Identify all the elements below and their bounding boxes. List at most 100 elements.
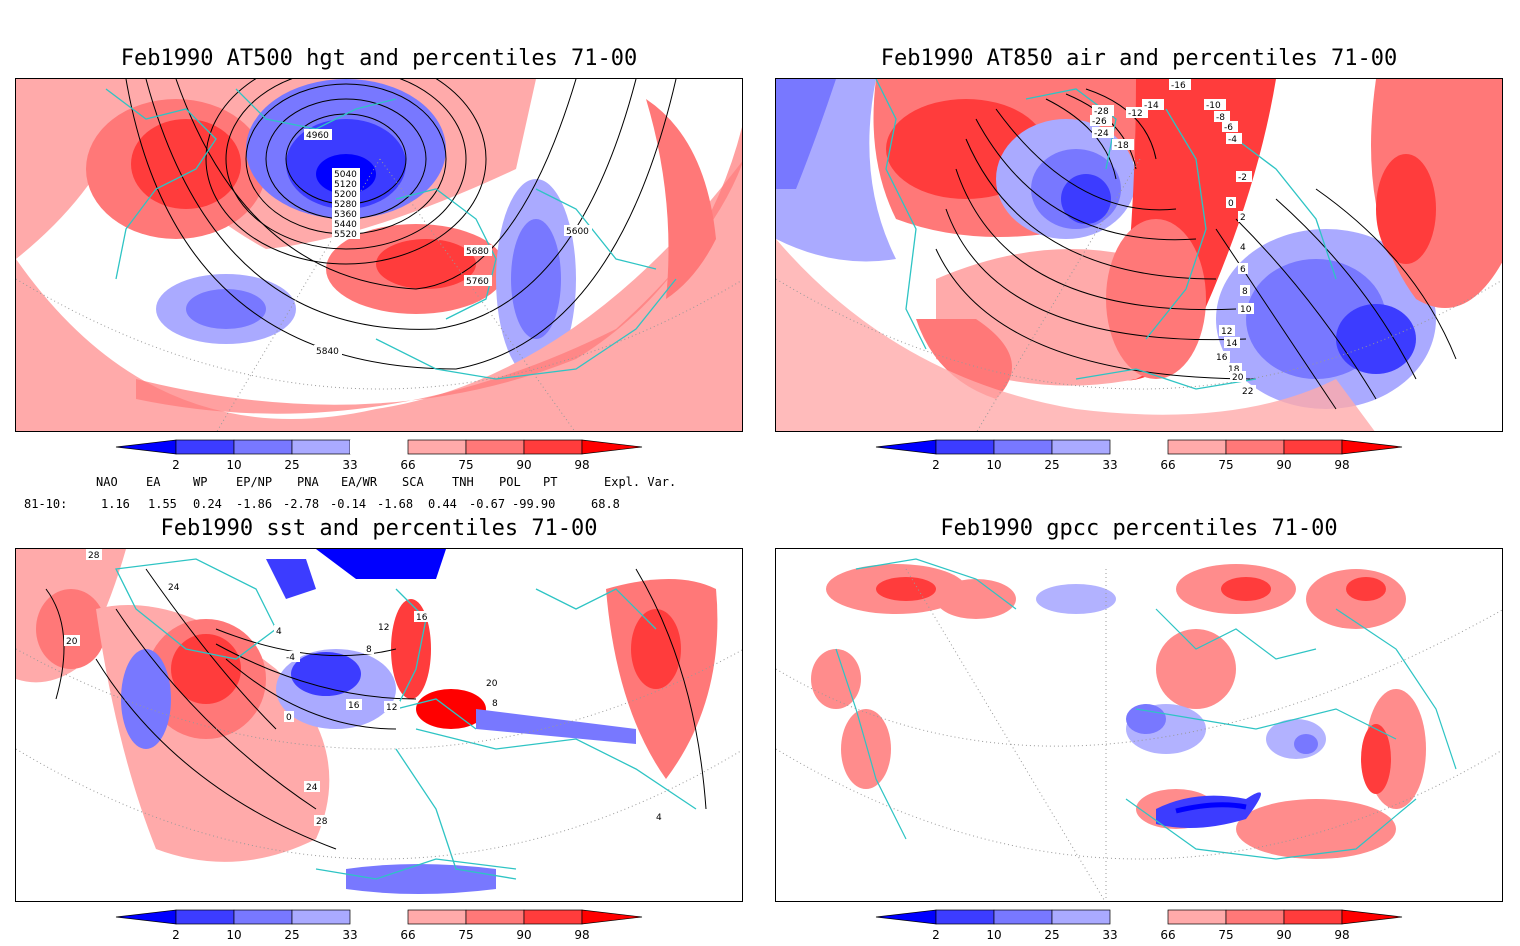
- contour-label: -28: [1092, 105, 1114, 117]
- colorbar-label: 2: [932, 928, 940, 942]
- contour-label: 8: [490, 697, 500, 709]
- svg-text:6: 6: [1240, 265, 1246, 275]
- colorbar-label: 90: [1276, 928, 1292, 942]
- svg-text:-4: -4: [1228, 135, 1237, 145]
- contour-label: 28: [86, 549, 102, 561]
- colorbar-label: 10: [986, 458, 1002, 472]
- map-sst: 28 24 20 16 12 8 4 0 -4 4 8 12 16 20 24 28: [16, 549, 742, 901]
- contour-label: 2: [1238, 211, 1248, 223]
- svg-text:5440: 5440: [334, 220, 357, 230]
- contour-label: 16: [346, 699, 362, 711]
- tc-value: -0.14: [330, 497, 367, 511]
- contour-label: 5840: [314, 345, 342, 357]
- contour-label: 14: [1224, 337, 1240, 349]
- colorbar-label: 98: [1334, 458, 1350, 472]
- contour-label: 8: [1240, 285, 1250, 297]
- svg-text:-26: -26: [1092, 117, 1107, 127]
- svg-text:5120: 5120: [334, 180, 357, 190]
- colorbar-bottom-right: 2 10 25 33 66 75 90 98: [875, 909, 1416, 946]
- tc-value: 68.8: [591, 497, 620, 511]
- svg-text:4960: 4960: [306, 131, 329, 141]
- colorbar-label: 75: [1218, 928, 1234, 942]
- colorbar-label: 66: [400, 458, 416, 472]
- contour-label: 12: [384, 701, 400, 713]
- colorbar-top-left: 2 10 25 33 66 75 90 98: [115, 439, 656, 476]
- svg-text:-28: -28: [1094, 107, 1109, 117]
- contour-label: 22: [1240, 385, 1256, 397]
- map-panel-850air: -16 -14 -12 -10 -8 -6 -4 -2 0 2 4 6 8 10 12 14 16 18 20 22 -…: [775, 78, 1503, 432]
- contour-label: 5360: [332, 208, 360, 220]
- contour-label: 4: [274, 625, 284, 637]
- contour-label: -8: [1214, 111, 1230, 123]
- colorbar-label: 90: [516, 458, 532, 472]
- colorbar-label: 33: [342, 928, 358, 942]
- svg-text:-24: -24: [1094, 129, 1109, 139]
- tc-header: EA: [146, 475, 161, 489]
- svg-text:5680: 5680: [466, 247, 489, 257]
- tc-value: -0.67: [469, 497, 506, 511]
- contour-label: 0: [1226, 197, 1236, 209]
- contour-label: 5440: [332, 218, 360, 230]
- colorbar-label: 2: [172, 458, 180, 472]
- colorbar-label: 25: [284, 458, 300, 472]
- svg-text:5040: 5040: [334, 170, 357, 180]
- colorbar-label: 75: [458, 458, 474, 472]
- colorbar-label: 66: [1160, 928, 1176, 942]
- contour-label: 24: [304, 781, 320, 793]
- svg-text:-14: -14: [1144, 101, 1159, 111]
- svg-text:5520: 5520: [334, 230, 357, 240]
- contour-label: 5120: [332, 178, 360, 190]
- svg-text:-4: -4: [286, 653, 295, 663]
- colorbar-label: 98: [1334, 928, 1350, 942]
- map-panel-gpcc: [775, 548, 1503, 902]
- svg-text:-16: -16: [1171, 81, 1186, 91]
- svg-text:14: 14: [1226, 339, 1238, 349]
- svg-text:12: 12: [386, 703, 397, 713]
- svg-text:5280: 5280: [334, 200, 357, 210]
- contour-label: 24: [166, 581, 182, 593]
- colorbar-label: 33: [1102, 928, 1118, 942]
- colorbar-label: 66: [400, 928, 416, 942]
- svg-text:4: 4: [1240, 243, 1246, 253]
- contour-label: 28: [314, 815, 330, 827]
- panel-title-500hgt: Feb1990 AT500 hgt and percentiles 71-00: [120, 46, 638, 71]
- contour-label: 5200: [332, 188, 360, 200]
- panel-title-850air: Feb1990 AT850 air and percentiles 71-00: [880, 46, 1398, 71]
- teleconnection-table: NAO EA WP EP/NP PNA EA/WR SCA TNH POL PT…: [0, 475, 760, 515]
- tc-value: -99.90: [512, 497, 556, 511]
- svg-text:16: 16: [348, 701, 360, 711]
- svg-text:12: 12: [378, 623, 389, 633]
- svg-text:20: 20: [486, 679, 498, 689]
- colorbar-label: 10: [226, 928, 242, 942]
- colorbar-bottom-left: 2 10 25 33 66 75 90 98: [115, 909, 656, 946]
- svg-text:24: 24: [306, 783, 318, 793]
- tc-row-label: 81-10:: [24, 497, 68, 511]
- colorbar-label: 2: [172, 928, 180, 942]
- svg-text:4: 4: [656, 813, 662, 823]
- panel-title-gpcc: Feb1990 gpcc percentiles 71-00: [940, 516, 1338, 541]
- svg-text:24: 24: [168, 583, 180, 593]
- contour-label: 16: [414, 611, 430, 623]
- colorbar-label: 90: [516, 928, 532, 942]
- contour-label: 5520: [332, 228, 360, 240]
- svg-text:-18: -18: [1114, 141, 1129, 151]
- contour-label: -14: [1142, 99, 1164, 111]
- tc-value: 1.16: [101, 497, 130, 511]
- contour-label: 20: [64, 635, 80, 647]
- colorbar-label: 33: [342, 458, 358, 472]
- contour-label: 12: [376, 621, 392, 633]
- svg-text:-10: -10: [1206, 101, 1221, 111]
- tc-header: EP/NP: [236, 475, 273, 489]
- colorbar-label: 90: [1276, 458, 1292, 472]
- svg-text:8: 8: [1242, 287, 1248, 297]
- contour-label: -18: [1112, 139, 1134, 151]
- contour-label: -2: [1236, 171, 1252, 183]
- contour-label: 12: [1219, 325, 1235, 337]
- contour-label: -4: [1226, 133, 1242, 145]
- contour-label: 8: [364, 643, 374, 655]
- svg-text:28: 28: [316, 817, 328, 827]
- contour-label: 4: [1238, 241, 1248, 253]
- map-panel-sst: 28 24 20 16 12 8 4 0 -4 4 8 12 16 20 24 28: [15, 548, 743, 902]
- contour-label: 18: [1226, 363, 1242, 375]
